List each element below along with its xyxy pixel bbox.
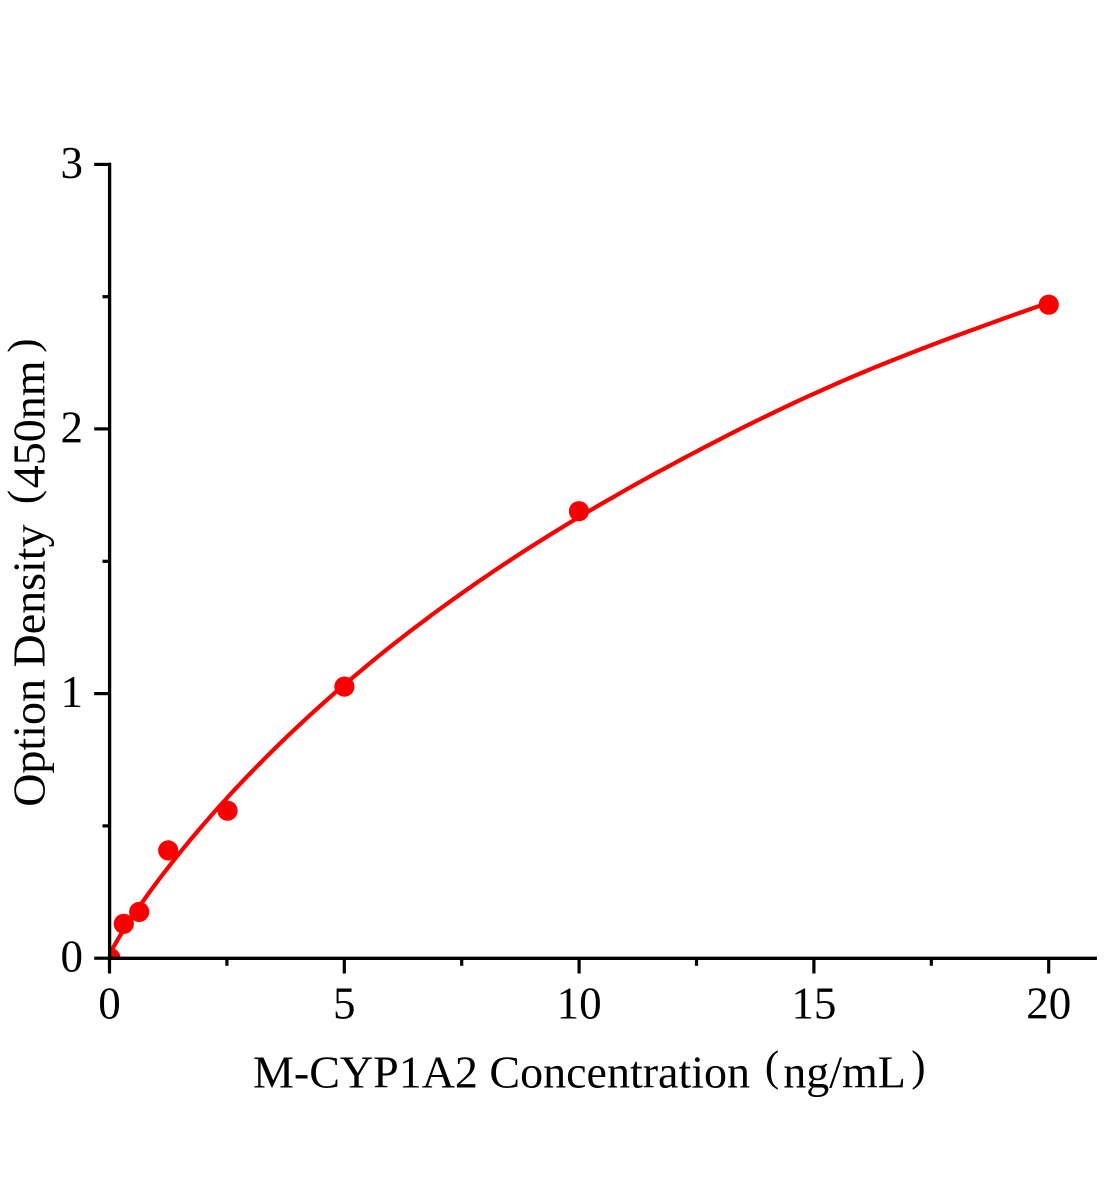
svg-text:ng/mL: ng/mL (783, 1047, 906, 1098)
svg-text:1: 1 (61, 667, 84, 717)
svg-text:2: 2 (61, 403, 84, 453)
svg-text:10: 10 (557, 978, 602, 1028)
svg-text:3: 3 (61, 138, 84, 188)
svg-text:): ) (911, 1044, 925, 1091)
svg-text:M-CYP1A2 Concentration: M-CYP1A2 Concentration (253, 1047, 750, 1098)
svg-text:15: 15 (791, 978, 836, 1028)
svg-text:Option Density: Option Density (4, 524, 55, 806)
svg-text:(: ( (1, 490, 48, 504)
svg-text:0: 0 (61, 932, 84, 982)
svg-text:(: ( (765, 1044, 779, 1091)
svg-text:450nm: 450nm (4, 360, 55, 488)
svg-text:): ) (1, 338, 48, 352)
svg-text:0: 0 (98, 978, 121, 1028)
svg-text:20: 20 (1026, 978, 1071, 1028)
svg-text:5: 5 (333, 978, 356, 1028)
